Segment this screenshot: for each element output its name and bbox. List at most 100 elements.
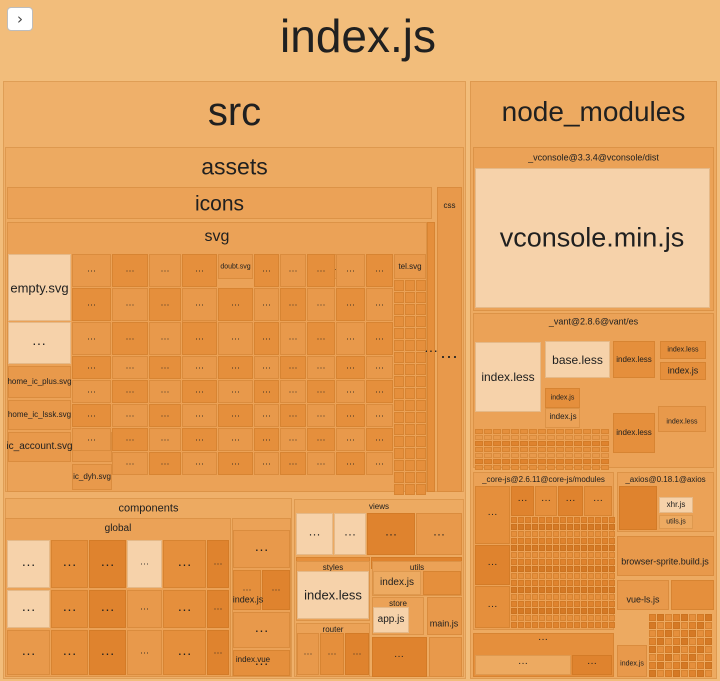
vant-small-cell[interactable]	[484, 447, 492, 452]
utils-index-js[interactable]	[373, 571, 421, 595]
svg-icon-cell[interactable]	[394, 304, 404, 315]
core-js-small-cell[interactable]	[525, 615, 531, 621]
node-modules-small-cell[interactable]	[689, 654, 696, 661]
core-js-small-cell[interactable]	[609, 573, 615, 579]
vant-small-cell[interactable]	[493, 453, 501, 458]
vant-small-cell[interactable]	[511, 465, 519, 470]
node-modules-small-cell[interactable]	[673, 622, 680, 629]
node-modules-small-cell[interactable]	[665, 662, 672, 669]
svg-icon-cell[interactable]	[394, 448, 404, 459]
core-js-small-cell[interactable]	[532, 573, 538, 579]
core-js-small-cell[interactable]	[560, 608, 566, 614]
svg-icon-cell[interactable]	[72, 254, 111, 287]
node-modules-small-cell[interactable]	[657, 646, 664, 653]
vant-small-cell[interactable]	[601, 447, 609, 452]
svg-icon-cell[interactable]	[307, 356, 335, 379]
svg-icon-cell[interactable]	[394, 328, 404, 339]
svg-icon-cell[interactable]	[254, 428, 279, 451]
core-js-small-cell[interactable]	[602, 552, 608, 558]
core-js-cell[interactable]	[475, 486, 510, 544]
core-js-small-cell[interactable]	[574, 531, 580, 537]
axios-cell[interactable]	[619, 486, 657, 530]
views-cell[interactable]	[334, 513, 366, 555]
svg-icon-cell[interactable]	[416, 388, 426, 399]
component-cell[interactable]	[163, 540, 206, 588]
core-js-small-cell[interactable]	[588, 559, 594, 565]
node-modules-small-cell[interactable]	[673, 662, 680, 669]
vant-small-cell[interactable]	[556, 459, 564, 464]
node-modules-small-cell[interactable]	[689, 638, 696, 645]
core-js-small-cell[interactable]	[511, 594, 517, 600]
svg-icon-cell[interactable]	[366, 254, 393, 287]
vant-small-cell[interactable]	[502, 459, 510, 464]
sidebar-toggle-button[interactable]: ›	[7, 7, 33, 31]
core-js-small-cell[interactable]	[588, 580, 594, 586]
core-js-small-cell[interactable]	[525, 580, 531, 586]
node-modules-small-cell[interactable]	[697, 630, 704, 637]
svg-icon-cell[interactable]	[394, 412, 404, 423]
svg-icon-cell[interactable]	[416, 484, 426, 495]
svg-icon-cell[interactable]	[218, 428, 253, 451]
vant-small-cell[interactable]	[475, 435, 483, 440]
svg-icon-cell[interactable]	[366, 452, 393, 475]
node-modules-small-cell[interactable]	[649, 662, 656, 669]
core-js-small-cell[interactable]	[525, 622, 531, 628]
core-js-small-cell[interactable]	[581, 615, 587, 621]
core-js-small-cell[interactable]	[553, 573, 559, 579]
vant-small-cell[interactable]	[538, 453, 546, 458]
svg-icon-cell[interactable]	[307, 452, 335, 475]
vue-ls-js[interactable]	[617, 580, 669, 610]
core-js-small-cell[interactable]	[588, 517, 594, 523]
vant-small-cell[interactable]	[493, 447, 501, 452]
component-cell[interactable]	[127, 540, 162, 588]
svg-icon-cell[interactable]	[416, 472, 426, 483]
vant-small-cell[interactable]	[583, 459, 591, 464]
core-js-small-cell[interactable]	[602, 601, 608, 607]
svg-icon-cell[interactable]	[405, 460, 415, 471]
vant-small-cell[interactable]	[529, 459, 537, 464]
core-js-cell[interactable]	[558, 486, 583, 516]
core-js-cell[interactable]	[584, 486, 612, 516]
component-cell[interactable]	[233, 650, 290, 676]
component-cell[interactable]	[207, 590, 229, 628]
vant-small-cell[interactable]	[574, 459, 582, 464]
core-js-small-cell[interactable]	[546, 615, 552, 621]
svg-icon-cell[interactable]	[416, 460, 426, 471]
core-js-small-cell[interactable]	[546, 573, 552, 579]
core-js-small-cell[interactable]	[546, 622, 552, 628]
core-js-small-cell[interactable]	[602, 615, 608, 621]
vant-small-cell[interactable]	[529, 447, 537, 452]
core-js-small-cell[interactable]	[546, 531, 552, 537]
svg-icon-cell[interactable]	[394, 388, 404, 399]
core-js-small-cell[interactable]	[588, 524, 594, 530]
core-js-small-cell[interactable]	[546, 538, 552, 544]
vant-small-cell[interactable]	[547, 459, 555, 464]
node-modules-small-cell[interactable]	[697, 638, 704, 645]
core-js-small-cell[interactable]	[518, 552, 524, 558]
svg-icon-cell[interactable]	[405, 280, 415, 291]
core-js-small-cell[interactable]	[511, 545, 517, 551]
core-js-small-cell[interactable]	[525, 608, 531, 614]
core-js-small-cell[interactable]	[539, 615, 545, 621]
core-js-small-cell[interactable]	[609, 545, 615, 551]
core-js-small-cell[interactable]	[609, 531, 615, 537]
svg-icon-cell[interactable]	[254, 452, 279, 475]
core-js-small-cell[interactable]	[553, 580, 559, 586]
core-js-small-cell[interactable]	[525, 517, 531, 523]
component-cell[interactable]	[207, 540, 229, 588]
core-js-small-cell[interactable]	[560, 594, 566, 600]
vant-small-cell[interactable]	[502, 447, 510, 452]
svg-icon-cell[interactable]	[218, 356, 253, 379]
vconsole-min-js[interactable]	[475, 168, 710, 308]
core-js-small-cell[interactable]	[560, 587, 566, 593]
core-js-small-cell[interactable]	[553, 545, 559, 551]
core-js-small-cell[interactable]	[532, 601, 538, 607]
core-js-small-cell[interactable]	[539, 580, 545, 586]
core-js-small-cell[interactable]	[602, 538, 608, 544]
vant-small-cell[interactable]	[484, 441, 492, 446]
svg-icon-cell[interactable]	[336, 380, 365, 403]
vant-small-cell[interactable]	[556, 453, 564, 458]
core-js-cell[interactable]	[475, 545, 510, 585]
node-modules-small-cell[interactable]	[673, 638, 680, 645]
svg-icon-cell[interactable]	[336, 428, 365, 451]
